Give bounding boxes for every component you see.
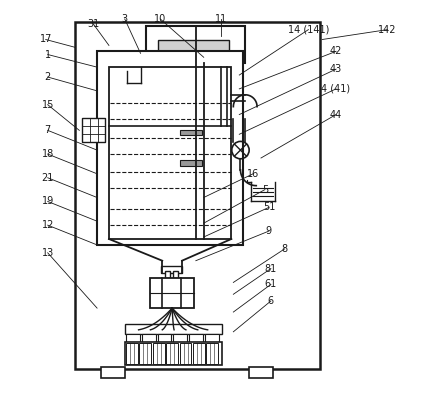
Text: 31: 31 xyxy=(87,19,99,29)
Text: 19: 19 xyxy=(42,196,54,207)
Text: 10: 10 xyxy=(154,14,167,24)
Bar xyxy=(173,334,187,342)
Text: 13: 13 xyxy=(42,248,54,258)
Bar xyxy=(193,343,205,364)
Text: 142: 142 xyxy=(378,24,396,35)
Text: 15: 15 xyxy=(42,100,54,110)
Text: 51: 51 xyxy=(263,202,275,213)
Bar xyxy=(165,271,170,278)
Text: 12: 12 xyxy=(42,220,54,230)
Bar xyxy=(142,334,155,342)
Bar xyxy=(180,130,202,135)
Text: 42: 42 xyxy=(330,46,342,56)
Bar xyxy=(161,266,182,273)
Text: 3: 3 xyxy=(122,14,128,24)
Bar xyxy=(125,342,222,365)
Text: 81: 81 xyxy=(265,263,277,274)
Text: 16: 16 xyxy=(247,169,259,179)
Text: 43: 43 xyxy=(330,64,342,74)
Bar xyxy=(153,343,165,364)
Bar xyxy=(140,343,151,364)
Bar xyxy=(151,278,194,308)
Text: 4 (41): 4 (41) xyxy=(322,84,350,94)
Bar xyxy=(75,22,320,369)
Text: 1: 1 xyxy=(45,49,51,60)
Bar xyxy=(179,343,191,364)
Bar xyxy=(166,343,178,364)
Text: 7: 7 xyxy=(45,125,51,135)
Text: 5: 5 xyxy=(262,184,268,195)
Bar xyxy=(126,334,140,342)
Bar xyxy=(97,51,243,245)
Bar xyxy=(158,40,229,52)
Text: 61: 61 xyxy=(265,279,277,290)
Text: 44: 44 xyxy=(330,109,342,120)
Bar xyxy=(101,367,125,378)
Text: 11: 11 xyxy=(215,14,228,24)
Bar xyxy=(206,343,218,364)
Bar xyxy=(82,118,105,142)
Text: 17: 17 xyxy=(39,34,52,45)
Bar xyxy=(109,67,231,239)
Bar xyxy=(125,324,222,334)
Bar xyxy=(173,271,178,278)
Text: 9: 9 xyxy=(266,226,272,236)
Text: 14 (141): 14 (141) xyxy=(288,24,329,35)
Bar xyxy=(189,334,203,342)
Bar xyxy=(180,160,202,166)
Bar xyxy=(205,334,219,342)
Bar xyxy=(158,334,171,342)
Bar xyxy=(126,343,138,364)
Bar xyxy=(249,367,273,378)
Text: 6: 6 xyxy=(268,296,274,306)
Text: 18: 18 xyxy=(42,149,54,159)
Text: 8: 8 xyxy=(282,244,288,254)
Text: 2: 2 xyxy=(45,72,51,82)
Bar xyxy=(147,26,245,63)
Text: 21: 21 xyxy=(42,173,54,183)
